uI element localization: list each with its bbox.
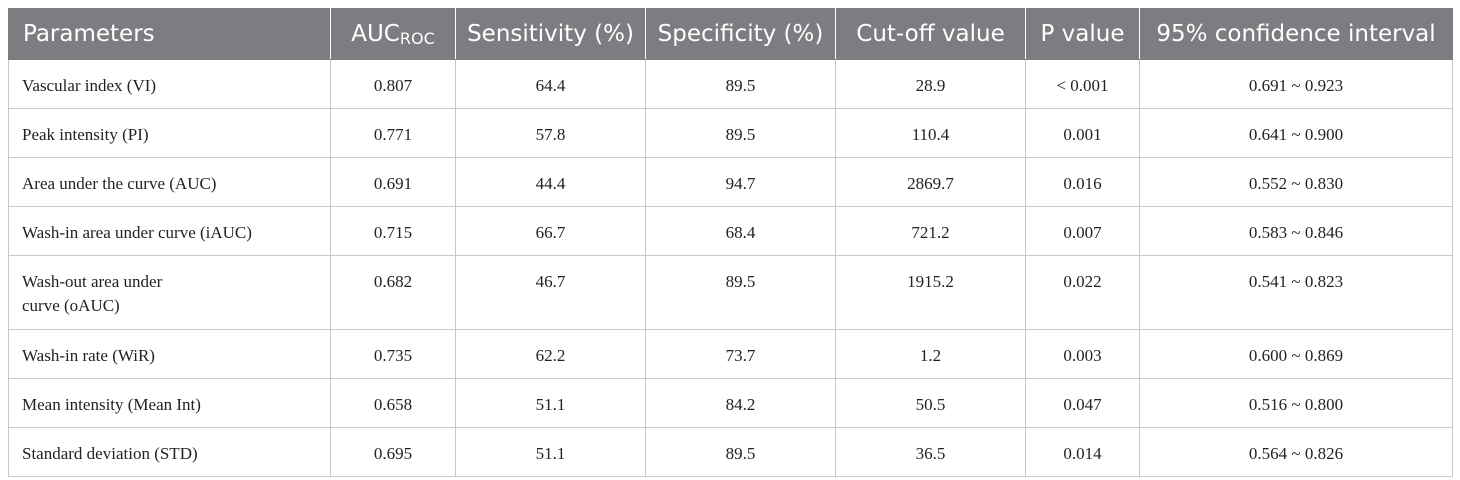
header-auc-main: AUC xyxy=(351,20,400,47)
cell-cutoff: 28.9 xyxy=(835,59,1026,109)
cell-parameter: Wash-in rate (WiR) xyxy=(8,329,331,379)
cell-pvalue: 0.022 xyxy=(1025,255,1140,330)
cell-pvalue: 0.014 xyxy=(1025,427,1140,477)
cell-specificity: 89.5 xyxy=(645,59,836,109)
cell-ci: 0.600 ~ 0.869 xyxy=(1139,329,1453,379)
header-row: Parameters AUCROC Sensitivity (%) Specif… xyxy=(8,8,1453,60)
results-table-container: Parameters AUCROC Sensitivity (%) Specif… xyxy=(8,8,1453,477)
cell-ci: 0.564 ~ 0.826 xyxy=(1139,427,1453,477)
cell-pvalue: 0.003 xyxy=(1025,329,1140,379)
cell-sensitivity: 64.4 xyxy=(455,59,646,109)
header-parameters: Parameters xyxy=(8,8,331,60)
table-row: Wash-in area under curve (iAUC) 0.715 66… xyxy=(8,206,1453,256)
cell-ci: 0.641 ~ 0.900 xyxy=(1139,108,1453,158)
cell-sensitivity: 57.8 xyxy=(455,108,646,158)
cell-cutoff: 36.5 xyxy=(835,427,1026,477)
cell-specificity: 89.5 xyxy=(645,108,836,158)
cell-auc: 0.682 xyxy=(330,255,456,330)
cell-parameter: Vascular index (VI) xyxy=(8,59,331,109)
cell-parameter: Mean intensity (Mean Int) xyxy=(8,378,331,428)
cell-auc: 0.735 xyxy=(330,329,456,379)
cell-auc: 0.771 xyxy=(330,108,456,158)
cell-cutoff: 110.4 xyxy=(835,108,1026,158)
header-sensitivity: Sensitivity (%) xyxy=(455,8,646,60)
cell-pvalue: 0.016 xyxy=(1025,157,1140,207)
cell-auc: 0.695 xyxy=(330,427,456,477)
cell-specificity: 89.5 xyxy=(645,427,836,477)
cell-sensitivity: 66.7 xyxy=(455,206,646,256)
cell-parameter: Wash-in area under curve (iAUC) xyxy=(8,206,331,256)
cell-cutoff: 50.5 xyxy=(835,378,1026,428)
cell-auc: 0.691 xyxy=(330,157,456,207)
cell-parameter: Area under the curve (AUC) xyxy=(8,157,331,207)
header-ci: 95% confidence interval xyxy=(1139,8,1453,60)
roc-results-table: Parameters AUCROC Sensitivity (%) Specif… xyxy=(8,8,1453,477)
table-row: Area under the curve (AUC) 0.691 44.4 94… xyxy=(8,157,1453,207)
cell-parameter: Wash-out area under curve (oAUC) xyxy=(8,255,331,330)
cell-parameter-line2: curve (oAUC) xyxy=(22,296,120,315)
header-pvalue: P value xyxy=(1025,8,1140,60)
table-row: Wash-in rate (WiR) 0.735 62.2 73.7 1.2 0… xyxy=(8,329,1453,379)
table-row: Vascular index (VI) 0.807 64.4 89.5 28.9… xyxy=(8,59,1453,109)
cell-ci: 0.516 ~ 0.800 xyxy=(1139,378,1453,428)
cell-sensitivity: 51.1 xyxy=(455,427,646,477)
cell-sensitivity: 44.4 xyxy=(455,157,646,207)
table-row: Mean intensity (Mean Int) 0.658 51.1 84.… xyxy=(8,378,1453,428)
cell-sensitivity: 46.7 xyxy=(455,255,646,330)
cell-parameter: Standard deviation (STD) xyxy=(8,427,331,477)
cell-auc: 0.807 xyxy=(330,59,456,109)
cell-pvalue: < 0.001 xyxy=(1025,59,1140,109)
cell-specificity: 94.7 xyxy=(645,157,836,207)
cell-parameter: Peak intensity (PI) xyxy=(8,108,331,158)
cell-auc: 0.658 xyxy=(330,378,456,428)
cell-cutoff: 2869.7 xyxy=(835,157,1026,207)
cell-cutoff: 1915.2 xyxy=(835,255,1026,330)
cell-specificity: 89.5 xyxy=(645,255,836,330)
cell-specificity: 68.4 xyxy=(645,206,836,256)
cell-pvalue: 0.047 xyxy=(1025,378,1140,428)
header-auc: AUCROC xyxy=(330,8,456,60)
cell-ci: 0.552 ~ 0.830 xyxy=(1139,157,1453,207)
header-auc-subscript: ROC xyxy=(399,28,435,48)
cell-sensitivity: 51.1 xyxy=(455,378,646,428)
table-row: Wash-out area under curve (oAUC) 0.682 46… xyxy=(8,255,1453,330)
cell-specificity: 84.2 xyxy=(645,378,836,428)
header-cutoff: Cut-off value xyxy=(835,8,1026,60)
cell-pvalue: 0.007 xyxy=(1025,206,1140,256)
cell-cutoff: 721.2 xyxy=(835,206,1026,256)
header-specificity: Specificity (%) xyxy=(645,8,836,60)
cell-pvalue: 0.001 xyxy=(1025,108,1140,158)
cell-cutoff: 1.2 xyxy=(835,329,1026,379)
cell-ci: 0.691 ~ 0.923 xyxy=(1139,59,1453,109)
cell-auc: 0.715 xyxy=(330,206,456,256)
table-row: Peak intensity (PI) 0.771 57.8 89.5 110.… xyxy=(8,108,1453,158)
cell-ci: 0.583 ~ 0.846 xyxy=(1139,206,1453,256)
cell-parameter-line1: Wash-out area under xyxy=(22,272,163,291)
cell-sensitivity: 62.2 xyxy=(455,329,646,379)
cell-specificity: 73.7 xyxy=(645,329,836,379)
cell-ci: 0.541 ~ 0.823 xyxy=(1139,255,1453,330)
table-row: Standard deviation (STD) 0.695 51.1 89.5… xyxy=(8,427,1453,477)
